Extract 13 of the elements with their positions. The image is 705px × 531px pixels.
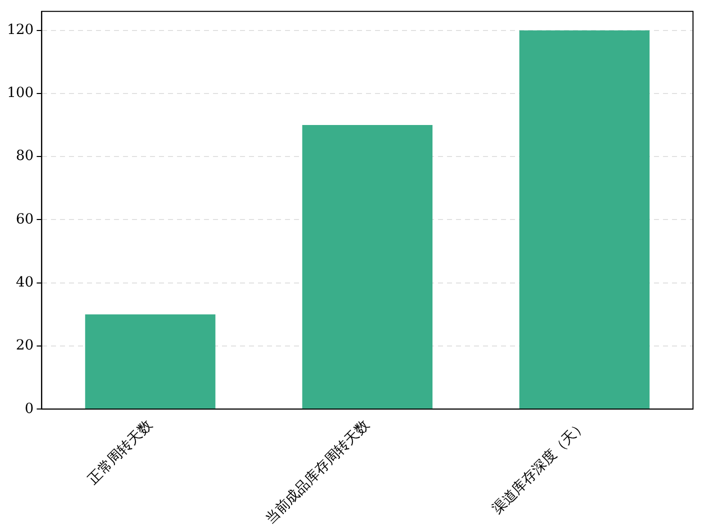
y-tick-label: 100: [6, 85, 34, 102]
bar: [85, 314, 216, 409]
y-tick-label: 60: [16, 211, 34, 228]
y-tick-label: 40: [16, 274, 34, 291]
y-tick-label: 80: [16, 148, 34, 164]
y-tick-label: 20: [16, 338, 34, 354]
y-tick-label: 0: [24, 400, 34, 417]
bar: [519, 30, 650, 409]
y-tick-label: 120: [6, 22, 34, 38]
x-tick-label: 当前成品库存周转天数: [262, 417, 373, 528]
bar: [302, 125, 432, 409]
x-tick-label: 渠道库存深度（天）: [489, 417, 590, 518]
x-tick-label: 正常周转天数: [84, 417, 156, 488]
